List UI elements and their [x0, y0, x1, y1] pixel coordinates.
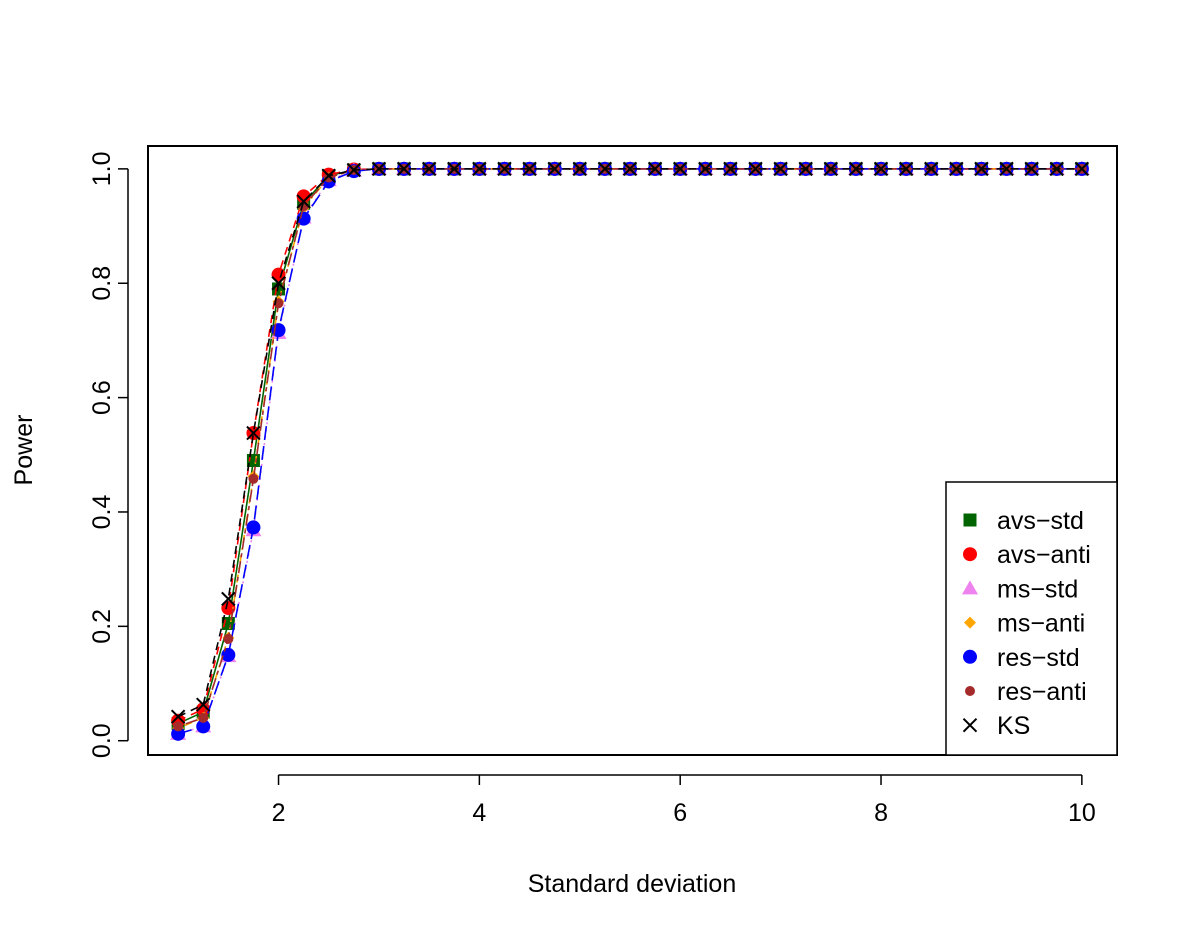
data-point — [248, 473, 259, 484]
data-point — [346, 162, 362, 178]
y-tick-label: 0.0 — [88, 723, 116, 758]
data-point — [698, 161, 713, 177]
y-axis: 0.0 0.2 0.4 0.6 0.8 1.0 — [88, 151, 129, 758]
data-point — [974, 161, 989, 177]
series-6 — [170, 161, 1090, 724]
legend: avs−std avs−anti ms−std ms−anti res−std res−a… — [945, 481, 1118, 756]
data-point — [221, 591, 236, 607]
legend-label: ms−anti — [997, 610, 1085, 638]
data-point — [421, 161, 437, 177]
data-point — [597, 161, 613, 177]
data-point — [547, 161, 562, 177]
x-tick-label: 10 — [1068, 799, 1096, 827]
data-point — [497, 161, 512, 177]
data-point — [748, 161, 763, 177]
data-point — [198, 712, 209, 723]
series-layer — [170, 160, 1090, 741]
legend-label: avs−anti — [997, 541, 1091, 569]
legend-label: KS — [997, 712, 1030, 740]
data-point — [823, 161, 839, 177]
data-point — [171, 726, 186, 741]
data-point — [296, 211, 311, 226]
data-point — [173, 721, 184, 732]
x-tick-label: 6 — [673, 799, 687, 827]
data-point — [522, 161, 537, 177]
data-point — [999, 161, 1014, 177]
plot-frame — [147, 145, 1118, 756]
data-point — [1024, 161, 1039, 177]
legend-item: avs−anti — [963, 541, 1091, 569]
x-tick-label: 2 — [272, 799, 286, 827]
x-axis-title: Standard deviation — [528, 870, 736, 898]
data-point — [873, 161, 889, 177]
x-tick-label: 8 — [874, 799, 888, 827]
legend-swatch — [965, 686, 975, 696]
data-point — [898, 161, 914, 177]
data-point — [170, 709, 186, 724]
y-tick-label: 0.6 — [88, 380, 116, 415]
legend-label: avs−std — [997, 507, 1084, 535]
data-point — [246, 425, 261, 441]
legend-swatch — [962, 717, 978, 733]
legend-box — [945, 481, 1118, 756]
data-point — [296, 189, 311, 204]
data-point — [196, 719, 211, 734]
legend-swatch — [964, 616, 976, 629]
legend-item: ms−std — [962, 575, 1078, 603]
data-point — [472, 161, 487, 177]
y-tick-label: 0.8 — [88, 266, 116, 301]
data-point — [622, 161, 638, 177]
legend-item: res−std — [963, 644, 1080, 672]
y-tick-label: 0.4 — [88, 495, 116, 530]
data-point — [1049, 161, 1064, 177]
data-point — [1074, 161, 1090, 177]
data-point — [323, 172, 334, 183]
data-point — [296, 194, 311, 209]
x-tick-label: 4 — [472, 799, 486, 827]
data-point — [223, 633, 234, 644]
data-point — [321, 168, 336, 183]
y-tick-label: 0.2 — [88, 609, 116, 644]
legend-label: ms−std — [997, 575, 1078, 603]
data-point — [572, 161, 587, 177]
legend-swatch — [963, 649, 977, 664]
data-point — [672, 161, 688, 177]
legend-label: res−anti — [997, 678, 1087, 706]
data-point — [396, 161, 412, 177]
legend-item: ms−anti — [964, 610, 1085, 638]
data-point — [949, 161, 964, 177]
data-point — [447, 161, 462, 177]
legend-item: KS — [962, 712, 1030, 740]
y-axis-title: Power — [10, 415, 38, 486]
data-point — [924, 161, 939, 177]
data-point — [221, 647, 236, 662]
data-point — [723, 161, 738, 177]
legend-swatch — [962, 580, 978, 595]
data-point — [246, 520, 261, 535]
y-tick-label: 1.0 — [88, 151, 116, 186]
data-point — [647, 161, 663, 177]
data-point — [798, 161, 813, 177]
data-point — [371, 161, 387, 177]
data-point — [773, 161, 788, 177]
data-point — [848, 161, 864, 177]
legend-label: res−std — [997, 644, 1080, 672]
data-point — [271, 276, 286, 291]
x-axis: 2 4 6 8 10 — [272, 774, 1096, 827]
data-point — [196, 697, 211, 712]
legend-item: avs−std — [963, 507, 1084, 535]
legend-swatch — [963, 513, 977, 527]
legend-swatch — [963, 547, 977, 562]
legend-item: res−anti — [965, 678, 1087, 706]
